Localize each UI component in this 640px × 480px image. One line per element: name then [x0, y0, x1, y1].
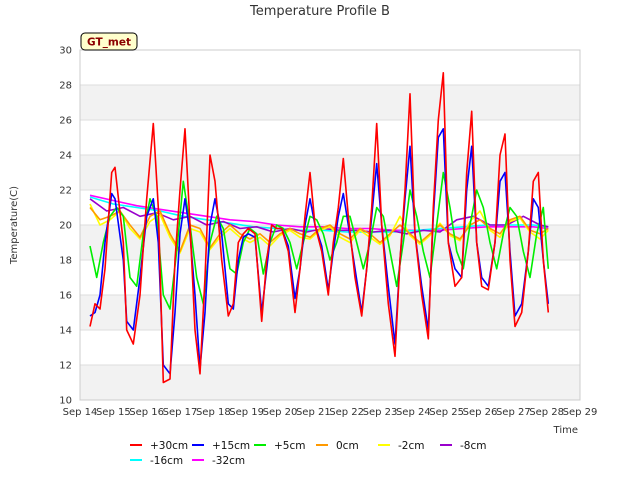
x-tick-label: Sep 27: [496, 407, 531, 418]
legend-item: 0cm: [316, 440, 359, 452]
legend-item: +5cm: [254, 440, 305, 452]
y-tick-labels: 10 12 14 16 18 20 22 24 26 28 30: [59, 46, 72, 407]
x-tick-label: Sep 16: [129, 407, 164, 418]
chart-title: Temperature Profile B: [249, 4, 390, 19]
y-tick-label: 30: [59, 46, 72, 57]
x-tick-label: Sep 20: [263, 407, 298, 418]
legend-label: +15cm: [212, 440, 250, 452]
legend-label: -32cm: [212, 455, 245, 467]
y-tick-label: 22: [59, 186, 72, 197]
y-tick-label: 20: [59, 221, 72, 232]
legend: +30cm +15cm +5cm 0cm -2cm -8cm -16cm -32cm: [130, 440, 486, 467]
x-tick-label: Sep 23: [363, 407, 398, 418]
plot-band: [80, 330, 580, 365]
legend-label: -16cm: [150, 455, 183, 467]
series-line-5cm: [89, 171, 550, 310]
x-tick-label: Sep 28: [529, 407, 564, 418]
plot-band: [80, 120, 580, 155]
legend-item: -8cm: [440, 440, 486, 452]
x-tick-label: Sep 21: [296, 407, 331, 418]
y-tick-label: 14: [59, 326, 72, 337]
y-tick-label: 10: [59, 396, 72, 407]
y-axis-label: Temperature(C): [9, 186, 20, 265]
y-tick-label: 28: [59, 81, 72, 92]
y-tick-label: 12: [59, 361, 72, 372]
x-tick-label: Sep 17: [163, 407, 198, 418]
legend-label: 0cm: [336, 440, 359, 452]
legend-item: -16cm: [130, 455, 183, 467]
legend-label: +30cm: [150, 440, 188, 452]
x-tick-label: Sep 25: [429, 407, 464, 418]
plot-band: [80, 50, 580, 85]
x-axis-label: Time: [553, 425, 578, 436]
legend-item: +30cm: [130, 440, 188, 452]
plot-frame: [79, 49, 581, 401]
series-line-2cm: [89, 203, 549, 254]
x-tick-label: Sep 18: [196, 407, 231, 418]
series-line-30cm: [89, 72, 550, 384]
plot-band: [80, 365, 580, 400]
legend-item: -2cm: [378, 440, 424, 452]
x-tick-label: Sep 29: [563, 407, 598, 418]
y-tick-label: 16: [59, 291, 72, 302]
gt-met-badge: GT_met: [80, 32, 138, 51]
plot-band: [80, 85, 580, 120]
series-line-16cm: [89, 196, 549, 233]
legend-item: -32cm: [192, 455, 245, 467]
series-lines: [89, 72, 550, 384]
legend-label: -2cm: [398, 440, 424, 452]
y-tick-label: 24: [59, 151, 72, 162]
x-tick-label: Sep 14: [63, 407, 98, 418]
badge-label: GT_met: [87, 37, 131, 49]
legend-label: +5cm: [274, 440, 305, 452]
x-tick-label: Sep 22: [329, 407, 364, 418]
legend-item: +15cm: [192, 440, 250, 452]
x-tick-label: Sep 15: [96, 407, 131, 418]
y-tick-label: 26: [59, 116, 72, 127]
y-tick-label: 18: [59, 256, 72, 267]
x-tick-label: Sep 19: [229, 407, 264, 418]
plot-band: [80, 295, 580, 330]
x-tick-label: Sep 24: [396, 407, 431, 418]
legend-label: -8cm: [460, 440, 486, 452]
plot-band: [80, 155, 580, 190]
x-tick-label: Sep 26: [463, 407, 498, 418]
